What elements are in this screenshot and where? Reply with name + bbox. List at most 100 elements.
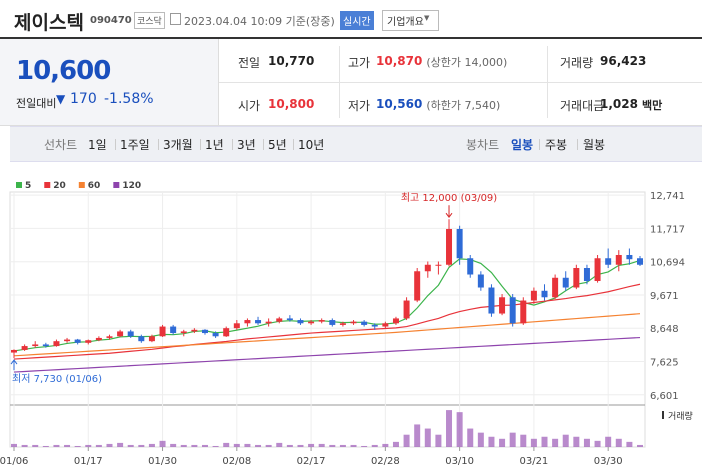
volume-bar	[392, 441, 399, 447]
volume-bar	[95, 444, 102, 447]
stats-col-rule	[547, 46, 548, 118]
period-tab[interactable]: 5년	[268, 138, 287, 152]
stat-value: 1,028	[600, 97, 638, 111]
tab-separator	[293, 139, 294, 150]
stat-value: 10,560	[376, 97, 423, 111]
stat-note: (상한가 14,000)	[426, 56, 508, 69]
realtime-button[interactable]: 실시간	[340, 11, 374, 30]
candle-body	[414, 271, 421, 301]
candle-body	[191, 329, 198, 332]
plot-frame	[9, 191, 646, 448]
candle-body	[11, 349, 17, 353]
annotation-text: 최고 12,000 (03/09)	[401, 192, 497, 204]
candle-body	[85, 340, 92, 343]
x-tick-label: 01/17	[74, 456, 103, 467]
legend-swatch	[44, 182, 51, 188]
candle-body	[127, 331, 134, 337]
candle-body	[148, 336, 155, 342]
volume-bar	[562, 434, 569, 447]
candle-body	[509, 297, 516, 324]
legend-label: 120	[122, 181, 141, 191]
volume-bar	[64, 444, 71, 447]
stat-label: 저가	[348, 99, 371, 113]
volume-bar	[170, 443, 177, 447]
volume-bar	[509, 432, 516, 447]
volume-bar	[382, 443, 389, 447]
candle-body	[117, 331, 124, 337]
company-info-button[interactable]: 기업개요	[382, 10, 439, 31]
tab-separator	[115, 139, 116, 150]
stock-name: 제이스텍	[14, 12, 84, 34]
candle-tab[interactable]: 월봉	[583, 138, 606, 152]
tab-separator	[158, 139, 159, 150]
volume-bar	[265, 444, 272, 447]
volume-bar	[488, 436, 495, 447]
volume-bar	[212, 445, 219, 447]
y-tick-label: 10,694	[650, 258, 685, 269]
stat-value: 10,800	[268, 97, 315, 111]
volume-bar	[148, 443, 155, 447]
arrow-head	[10, 359, 18, 365]
volume-bar	[85, 444, 92, 447]
candle-chart-label: 봉차트	[466, 138, 500, 152]
legend-swatch	[16, 182, 22, 188]
stat-value: 96,423	[600, 54, 647, 68]
volume-bar	[255, 444, 262, 447]
candle-body	[308, 321, 315, 324]
tab-separator	[577, 139, 578, 150]
candle-body	[467, 258, 474, 275]
volume-bar	[74, 445, 81, 447]
volume-bar	[223, 442, 230, 447]
volume-bar	[424, 428, 431, 447]
candle-body	[530, 290, 537, 301]
candle-body	[488, 287, 495, 314]
change-label: 전일대비	[16, 97, 57, 110]
x-tick-label: 03/21	[519, 456, 548, 467]
volume-bar	[350, 444, 357, 447]
period-tab[interactable]: 1년	[205, 138, 224, 152]
market-badge: 코스닥	[134, 12, 165, 29]
volume-bar	[276, 442, 283, 447]
volume-bar	[329, 444, 336, 447]
tab-bar	[10, 126, 702, 162]
volume-bar	[371, 444, 378, 447]
period-tab[interactable]: 1일	[88, 138, 107, 152]
x-tick-label: 03/30	[594, 456, 623, 467]
legend-swatch	[78, 182, 85, 188]
stat-label: 전일	[238, 56, 261, 70]
volume-bar	[106, 443, 113, 447]
stat-note: (하한가 7,540)	[426, 99, 501, 112]
candle-body	[95, 337, 102, 341]
stats-col-rule	[339, 46, 340, 118]
candle-body	[361, 321, 368, 325]
calendar-icon	[170, 13, 181, 25]
current-price: 10,600	[16, 56, 111, 86]
period-tab[interactable]: 10년	[298, 138, 325, 152]
volume-bar	[467, 428, 474, 447]
period-tab[interactable]: 1주일	[120, 138, 150, 152]
x-tick-label: 01/30	[148, 456, 177, 467]
volume-bar	[42, 445, 49, 447]
arrow-head	[445, 212, 453, 219]
volume-bar	[414, 424, 421, 447]
candle-body	[456, 228, 463, 259]
volume-bar	[626, 441, 633, 447]
stat-label: 시가	[238, 99, 261, 113]
y-tick-label: 11,717	[650, 224, 685, 235]
candle-body	[477, 274, 484, 288]
volume-bar	[191, 444, 198, 447]
candle-tab[interactable]: 일봉	[511, 138, 534, 152]
candle-body	[180, 331, 187, 334]
legend-label: 20	[53, 181, 66, 191]
volume-bar	[361, 445, 368, 447]
x-tick-label: 02/28	[371, 456, 400, 467]
period-tab[interactable]: 3년	[237, 138, 256, 152]
stats-row-rule	[219, 82, 702, 83]
candle-body	[615, 254, 622, 265]
period-tab[interactable]: 3개월	[163, 138, 193, 152]
candle-tab[interactable]: 주봉	[545, 138, 568, 152]
candle-body	[255, 320, 262, 324]
quote-rule	[0, 125, 702, 126]
candle-body	[64, 339, 71, 342]
